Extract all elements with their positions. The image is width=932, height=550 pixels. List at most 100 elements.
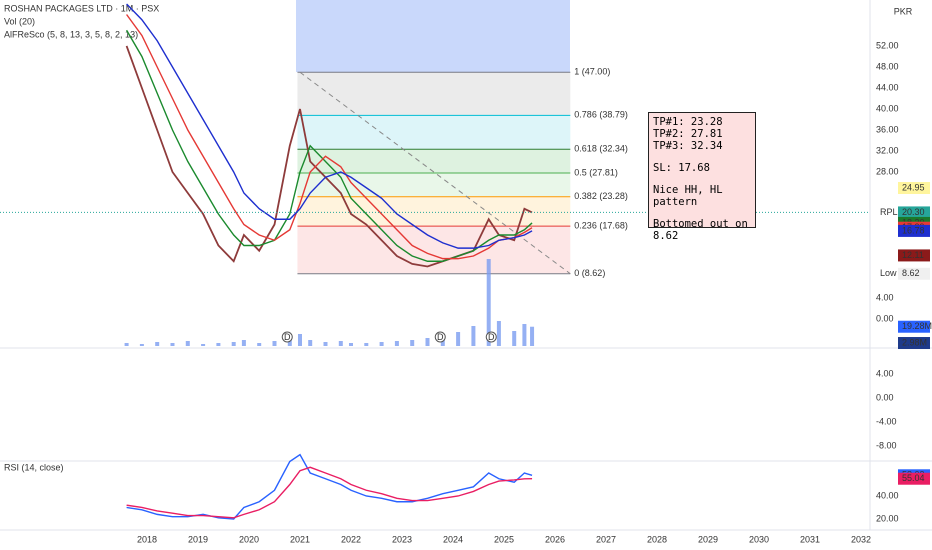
- price-tag-label: 12.11: [902, 250, 924, 260]
- x-tick-label: 2029: [698, 534, 718, 544]
- volume-bar: [241, 340, 246, 346]
- price-tag: [898, 206, 930, 219]
- fib-band: [297, 226, 571, 274]
- volume-bar: [512, 331, 517, 346]
- series-line: [126, 3, 533, 249]
- x-tick-label: 2023: [392, 534, 412, 544]
- x-tick-label: 2021: [290, 534, 310, 544]
- price-tag-label: 8.62: [902, 268, 920, 278]
- fib-label: 0.786 (38.79): [574, 110, 628, 120]
- y-tick-label: -8.00: [876, 440, 897, 450]
- series-line: [126, 14, 533, 260]
- y-tick-label: 52.00: [876, 40, 899, 50]
- volume-label: Vol (20): [4, 16, 35, 26]
- x-tick-label: 2031: [800, 534, 820, 544]
- volume-bar: [522, 324, 527, 346]
- y-tick-label: 40.00: [876, 490, 899, 500]
- chart-title: ROSHAN PACKAGES LTD · 1M · PSX: [4, 3, 159, 13]
- price-tag: [898, 224, 930, 237]
- volume-bar: [308, 340, 313, 346]
- x-tick-label: 2025: [494, 534, 514, 544]
- y-tick-label: 0.00: [876, 392, 894, 402]
- price-tag-label: 2.98M: [902, 337, 927, 347]
- volume-bar: [456, 332, 461, 346]
- volume-bar: [155, 342, 160, 346]
- x-tick-label: 2032: [851, 534, 871, 544]
- price-tag: [898, 182, 930, 195]
- volume-bar: [231, 342, 236, 346]
- x-tick-label: 2019: [188, 534, 208, 544]
- x-tick-label: 2020: [239, 534, 259, 544]
- y-tick-label: 48.00: [876, 61, 899, 71]
- price-tag-label: 20.30: [902, 207, 925, 217]
- fib-band: [297, 72, 571, 116]
- volume-bar: [486, 259, 491, 346]
- volume-bar: [257, 343, 262, 346]
- trend-line: [299, 71, 571, 275]
- price-tag-name: Low: [880, 268, 897, 278]
- price-tag-label: 55.04: [902, 473, 925, 483]
- volume-bar: [272, 341, 277, 346]
- volume-bar: [364, 343, 369, 346]
- note-line: Nice HH, HL pattern: [653, 184, 723, 208]
- y-tick-label: 36.00: [876, 124, 899, 134]
- volume-bar: [530, 326, 535, 346]
- volume-bar: [297, 334, 302, 346]
- y-tick-label: -4.00: [876, 416, 897, 426]
- fib-label: 0.618 (32.34): [574, 144, 628, 154]
- y-tick-label: 0.00: [876, 313, 894, 323]
- dividend-label: D: [284, 332, 291, 342]
- volume-bar: [338, 341, 343, 346]
- fib-label: 0 (8.62): [574, 268, 605, 278]
- indicator-label: AlFReSco (5, 8, 13, 3, 5, 8, 2, 13): [4, 29, 138, 39]
- note-line: TP#3: 32.34: [653, 140, 723, 152]
- note-line: TP#2: 27.81: [653, 128, 723, 140]
- series-line: [126, 453, 533, 520]
- fib-label: 0.382 (23.28): [574, 191, 628, 201]
- y-tick-label: 4.00: [876, 368, 894, 378]
- fib-band: [297, 196, 571, 227]
- price-tag-label: 24.95: [902, 182, 925, 192]
- rsi-label: RSI (14, close): [4, 462, 64, 472]
- x-tick-label: 2024: [443, 534, 463, 544]
- dividend-label: D: [488, 332, 495, 342]
- projection-zone: [296, 0, 570, 72]
- fib-band: [297, 173, 571, 197]
- x-tick-label: 2022: [341, 534, 361, 544]
- note-line: SL: 17.68: [653, 162, 710, 174]
- x-tick-label: 2026: [545, 534, 565, 544]
- volume-bar: [410, 340, 415, 346]
- price-tag-label: 19.28M: [902, 321, 932, 331]
- fib-label: 0.5 (27.81): [574, 167, 618, 177]
- y-tick-label: 32.00: [876, 145, 899, 155]
- volume-bar: [425, 338, 430, 346]
- fib-band: [297, 115, 571, 150]
- price-tag: [898, 320, 930, 333]
- fib-label: 0.236 (17.68): [574, 221, 628, 231]
- y-tick-label: 20.00: [876, 513, 899, 523]
- volume-bar: [139, 344, 144, 346]
- volume-bar: [496, 321, 501, 346]
- price-tag: [898, 267, 930, 280]
- y-tick-label: 40.00: [876, 103, 899, 113]
- volume-bar: [124, 343, 129, 346]
- currency: PKR: [894, 6, 913, 16]
- volume-bar: [348, 343, 353, 346]
- fib-label: 1 (47.00): [574, 67, 610, 77]
- volume-bar: [379, 342, 384, 346]
- price-tag: [898, 249, 930, 262]
- price-tag: [898, 472, 930, 485]
- x-tick-label: 2018: [137, 534, 157, 544]
- series-line: [125, 45, 533, 268]
- x-tick-label: 2028: [647, 534, 667, 544]
- volume-bar: [394, 341, 399, 346]
- volume-bar: [323, 342, 328, 346]
- price-tag-name: RPL: [880, 207, 898, 217]
- dividend-marker: [434, 331, 446, 343]
- annotation-box: TP#1: 23.28 TP#2: 27.81 TP#3: 32.34 SL: 17.…: [648, 112, 756, 242]
- y-tick-label: 28.00: [876, 166, 899, 176]
- volume-bar: [216, 343, 221, 346]
- dividend-marker: [485, 331, 497, 343]
